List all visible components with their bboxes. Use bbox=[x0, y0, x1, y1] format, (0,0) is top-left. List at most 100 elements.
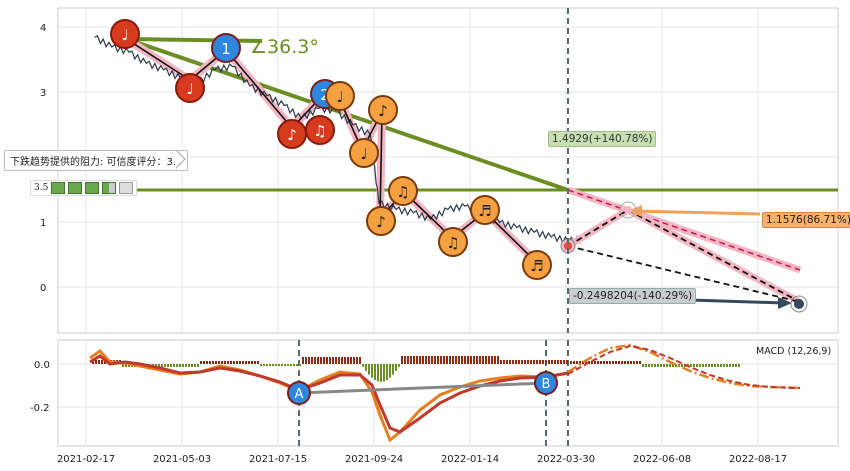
macd-histogram-bar bbox=[488, 356, 490, 364]
marker-b: B bbox=[534, 371, 558, 395]
resistance-callout: 下跌趋势提供的阻力: 可信度评分：3.5 bbox=[4, 150, 189, 171]
svg-text:♫: ♫ bbox=[396, 183, 409, 201]
confidence-score-value: 3.5 bbox=[34, 183, 49, 193]
macd-histogram-bar bbox=[425, 356, 427, 364]
macd-histogram-bar bbox=[536, 360, 538, 364]
macd-histogram-bar bbox=[362, 364, 364, 367]
macd-histogram-bar bbox=[600, 361, 602, 364]
svg-text:♩: ♩ bbox=[336, 88, 343, 106]
macd-histogram-bar bbox=[197, 364, 199, 367]
x-tick-4: 2022-01-14 bbox=[441, 454, 499, 465]
macd-histogram-bar bbox=[161, 364, 163, 367]
low-target-dot bbox=[794, 299, 804, 309]
macd-histogram-bar bbox=[428, 356, 430, 364]
macd-histogram-bar bbox=[185, 364, 187, 367]
macd-histogram-bar bbox=[573, 361, 575, 364]
macd-histogram-bar bbox=[278, 364, 280, 366]
macd-histogram-bar bbox=[122, 364, 124, 367]
macd-histogram-bar bbox=[326, 357, 328, 364]
macd-histogram-bar bbox=[566, 360, 568, 364]
resistance-callout-pointer-inner bbox=[175, 150, 184, 168]
x-tick-0: 2021-02-17 bbox=[57, 454, 115, 465]
macd-histogram-bar bbox=[305, 357, 307, 364]
macd-histogram-bar bbox=[269, 364, 271, 366]
macd-histogram-bar bbox=[272, 364, 274, 366]
macd-histogram-bar bbox=[521, 360, 523, 364]
macd-histogram-bar bbox=[473, 356, 475, 364]
svg-text:♩: ♩ bbox=[360, 145, 367, 163]
note-marker-orange-7: ♫ bbox=[438, 227, 468, 257]
macd-histogram-bar bbox=[539, 360, 541, 364]
macd-histogram-bar bbox=[476, 356, 478, 364]
macd-histogram-bar bbox=[603, 361, 605, 364]
svg-text:♬: ♬ bbox=[478, 202, 491, 220]
macd-histogram-bar bbox=[344, 357, 346, 364]
macd-histogram-bar bbox=[557, 360, 559, 364]
macd-histogram-bar bbox=[669, 364, 671, 367]
macd-histogram-bar bbox=[576, 361, 578, 364]
macd-histogram-bar bbox=[341, 357, 343, 364]
macd-histogram-bar bbox=[597, 361, 599, 364]
macd-histogram-bar bbox=[591, 361, 593, 364]
macd-histogram-bar bbox=[182, 364, 184, 367]
svg-text:1: 1 bbox=[221, 40, 231, 58]
macd-histogram-bar bbox=[356, 357, 358, 364]
macd-histogram-bar bbox=[176, 364, 178, 367]
macd-histogram-bar bbox=[410, 356, 412, 364]
macd-histogram-bar bbox=[317, 357, 319, 364]
macd-histogram-bar bbox=[642, 364, 644, 367]
macd-histogram-bar bbox=[203, 361, 205, 364]
macd-histogram-bar bbox=[191, 364, 193, 367]
macd-histogram-bar bbox=[251, 361, 253, 364]
macd-histogram-bar bbox=[188, 364, 190, 367]
macd-histogram-bar bbox=[284, 364, 286, 366]
note-markers: ♩ ♩ ♪ ♫ 1 2 ♩ ♪ ♩ ♫ ♪ ♬ ♫ ♬ bbox=[110, 19, 552, 280]
macd-histogram-bar bbox=[377, 364, 379, 382]
macd-histogram-bar bbox=[125, 364, 127, 367]
macd-histogram-bar bbox=[732, 364, 734, 367]
macd-histogram-bar bbox=[491, 356, 493, 364]
macd-histogram-bar bbox=[389, 364, 391, 378]
macd-histogram-bar bbox=[401, 356, 403, 364]
macd-histogram-bar bbox=[329, 357, 331, 364]
macd-histogram-bar bbox=[720, 364, 722, 367]
macd-histogram-bar bbox=[693, 364, 695, 367]
macd-histogram-bar bbox=[464, 356, 466, 364]
macd-histogram-bar bbox=[164, 364, 166, 367]
macd-histogram-bar bbox=[699, 364, 701, 367]
macd-histogram-bar bbox=[515, 360, 517, 364]
score-star-half-icon bbox=[102, 182, 117, 194]
macd-histogram-bar bbox=[467, 356, 469, 364]
price-series bbox=[94, 35, 587, 245]
macd-histogram-bar bbox=[633, 361, 635, 364]
score-star-icon bbox=[51, 182, 66, 194]
x-tick-1: 2021-05-03 bbox=[153, 454, 211, 465]
macd-histogram-bar bbox=[440, 356, 442, 364]
macd-histogram-bar bbox=[735, 364, 737, 367]
macd-histogram-bar bbox=[299, 364, 301, 366]
angle-base-line bbox=[124, 37, 263, 43]
macd-histogram-bar bbox=[179, 364, 181, 367]
x-tick-5: 2022-03-30 bbox=[537, 454, 595, 465]
macd-histogram-bar bbox=[422, 356, 424, 364]
macd-histogram-bar bbox=[347, 357, 349, 364]
macd-histogram-bar bbox=[437, 356, 439, 364]
macd-legend: MACD (12,26,9) bbox=[756, 346, 832, 357]
macd-histogram-bar bbox=[383, 364, 385, 382]
macd-histogram-bar bbox=[224, 361, 226, 364]
svg-text:♫: ♫ bbox=[313, 122, 326, 140]
macd-histogram-bar bbox=[296, 364, 298, 366]
macd-histogram-bar bbox=[579, 361, 581, 364]
macd-histogram-bar bbox=[446, 356, 448, 364]
angle-label: ∠36.3° bbox=[250, 36, 319, 58]
y-tick-0: 0 bbox=[40, 283, 46, 294]
note-marker-orange-2: ♪ bbox=[368, 95, 398, 125]
macd-histogram-bar bbox=[717, 364, 719, 367]
svg-text:2: 2 bbox=[320, 86, 330, 104]
macd-histogram-bar bbox=[212, 361, 214, 364]
macd-histogram-bar bbox=[530, 360, 532, 364]
note-marker-red-2: ♩ bbox=[175, 73, 205, 103]
macd-histogram-bar bbox=[431, 356, 433, 364]
macd-histogram-bar bbox=[554, 360, 556, 364]
svg-text:♩: ♩ bbox=[186, 80, 193, 98]
